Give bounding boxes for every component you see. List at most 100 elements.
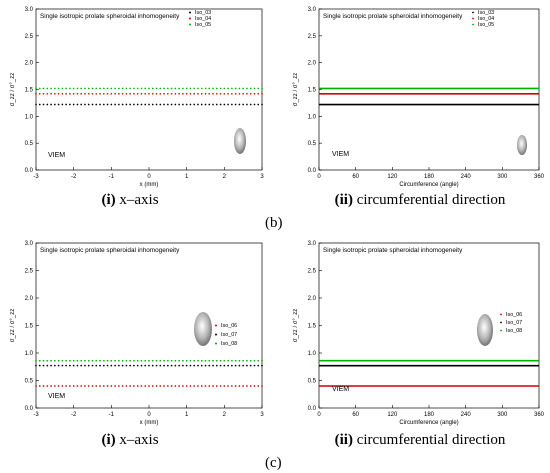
data-point xyxy=(87,92,90,95)
caption-text: x–axis xyxy=(115,432,159,448)
data-point xyxy=(193,364,196,367)
data-point xyxy=(261,364,263,367)
caption-text: x–axis xyxy=(115,192,159,208)
y-tick-label: 1.5 xyxy=(308,88,317,94)
x-tick-label: 60 xyxy=(352,174,359,180)
data-point xyxy=(69,364,71,367)
caption-text: circumferential direction xyxy=(352,432,506,448)
data-point xyxy=(231,359,233,362)
series-iso-06 xyxy=(35,385,263,387)
data-point xyxy=(80,364,83,367)
data-point xyxy=(208,364,211,367)
data-point xyxy=(215,364,218,367)
data-point xyxy=(99,359,101,362)
data-point xyxy=(182,364,184,367)
data-point xyxy=(35,103,37,106)
x-tick-label: 240 xyxy=(461,412,472,418)
data-point xyxy=(261,385,263,387)
chart-b-circumferential: 0 60 120 180 240 300 360 0.0 0.5 1.0 1.5 2.0 2.5 3.0 C… xyxy=(293,7,545,188)
data-point xyxy=(227,103,229,106)
data-point xyxy=(61,364,64,367)
data-point xyxy=(61,92,64,95)
data-point xyxy=(215,92,218,95)
data-point xyxy=(95,385,98,387)
y-tick-label: 0.5 xyxy=(25,379,34,385)
data-point xyxy=(53,359,56,362)
legend-label: Iso_05 xyxy=(478,22,494,28)
data-point xyxy=(99,87,101,90)
data-point xyxy=(155,87,158,90)
chart-title: Single isotropic prolate spheroidal inho… xyxy=(40,13,180,20)
data-point xyxy=(72,87,75,90)
data-point xyxy=(57,364,60,367)
data-point xyxy=(99,103,101,106)
data-point xyxy=(242,92,245,95)
data-point xyxy=(208,385,211,387)
data-point xyxy=(200,103,203,106)
legend-marker xyxy=(472,11,474,14)
data-point xyxy=(182,92,184,95)
data-point xyxy=(144,364,147,367)
data-point xyxy=(223,385,226,387)
legend-marker xyxy=(189,11,191,14)
data-point xyxy=(110,385,113,387)
data-point xyxy=(114,92,116,95)
data-point xyxy=(99,385,101,387)
data-point xyxy=(38,364,41,367)
data-point xyxy=(136,364,139,367)
data-point xyxy=(121,87,124,90)
y-tick-label: 0.0 xyxy=(25,168,34,174)
data-point xyxy=(118,359,120,362)
x-tick-label: 60 xyxy=(352,412,359,418)
data-point xyxy=(95,359,98,362)
data-point xyxy=(246,359,248,362)
data-point xyxy=(242,385,245,387)
data-point xyxy=(61,385,64,387)
data-point xyxy=(91,87,94,90)
data-point xyxy=(163,92,165,95)
data-point xyxy=(136,385,139,387)
data-point xyxy=(170,92,173,95)
data-point xyxy=(102,359,105,362)
y-tick-label: 2.5 xyxy=(308,34,317,40)
data-point xyxy=(95,103,98,106)
data-point xyxy=(46,359,49,362)
data-point xyxy=(231,87,233,90)
data-point xyxy=(204,92,207,95)
data-point xyxy=(42,87,45,90)
data-point xyxy=(204,364,207,367)
data-point xyxy=(155,92,158,95)
data-point xyxy=(69,92,71,95)
data-point xyxy=(219,385,222,387)
chart-b-x-axis: -3 -2 -1 0 1 2 3 0.0 0.5 1.0 1.5 2.0 2.5 3.0 x (mm) σ_z… xyxy=(10,7,264,188)
x-tick-label: 120 xyxy=(387,412,398,418)
data-point xyxy=(35,385,37,387)
data-point xyxy=(257,87,260,90)
data-point xyxy=(136,87,139,90)
data-point xyxy=(174,92,177,95)
data-point xyxy=(231,92,233,95)
data-point xyxy=(35,87,37,90)
data-point xyxy=(46,92,49,95)
data-point xyxy=(144,103,147,106)
legend-label: Iso_08 xyxy=(221,341,237,347)
data-point xyxy=(57,359,60,362)
data-point xyxy=(163,364,165,367)
data-point xyxy=(87,87,90,90)
data-point xyxy=(133,364,135,367)
data-point xyxy=(253,92,256,95)
chart-c-x-axis: -3 -2 -1 0 1 2 3 0.0 0.5 1.0 1.5 2.0 2.5 3.0 x (mm) σ_z… xyxy=(10,241,264,426)
data-point xyxy=(114,359,116,362)
data-point xyxy=(110,87,113,90)
y-tick-label: 3.0 xyxy=(308,7,317,13)
data-point xyxy=(178,385,180,387)
data-point xyxy=(242,364,245,367)
data-point xyxy=(57,385,60,387)
data-point xyxy=(80,87,83,90)
data-point xyxy=(72,385,75,387)
data-point xyxy=(57,103,60,106)
data-point xyxy=(215,87,218,90)
data-point xyxy=(242,87,245,90)
data-point xyxy=(223,92,226,95)
data-point xyxy=(76,364,79,367)
